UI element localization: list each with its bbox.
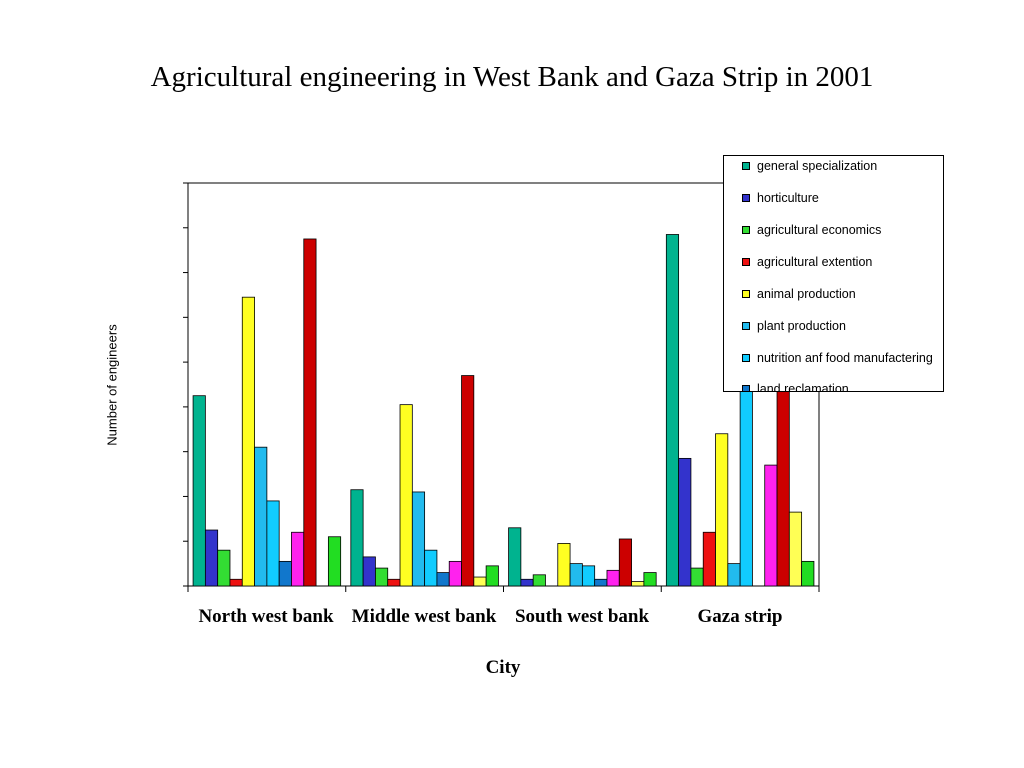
bar [643, 572, 657, 587]
bar [192, 395, 206, 587]
legend-label: land reclamation [757, 382, 849, 392]
bar [278, 560, 292, 587]
legend-label: nutrition anf food manufactering [757, 351, 933, 365]
bar [702, 531, 716, 587]
legend-swatch [742, 226, 750, 234]
bar [557, 543, 571, 587]
legend-swatch [742, 290, 750, 298]
legend-swatch [742, 385, 750, 391]
bar [375, 567, 389, 587]
bar [606, 569, 620, 587]
legend-label: animal production [757, 287, 856, 301]
bar [448, 560, 462, 587]
legend-swatch [742, 162, 750, 170]
bar [788, 511, 803, 587]
chart-title: Agricultural engineering in West Bank an… [150, 61, 874, 93]
bar [327, 536, 342, 587]
bar [581, 565, 596, 587]
bar [204, 529, 219, 587]
bar [715, 433, 729, 587]
x-axis-label: City [485, 657, 521, 678]
bar [690, 567, 704, 587]
bar [727, 563, 741, 587]
legend: general specialization horticulture agri… [723, 155, 944, 392]
bar [350, 489, 364, 587]
legend-swatch [742, 354, 750, 362]
bar [618, 538, 632, 587]
bar [387, 578, 401, 587]
legend-swatch [742, 322, 750, 330]
bar [436, 572, 450, 587]
bar [594, 578, 608, 587]
bar [229, 578, 243, 587]
bar [424, 549, 438, 587]
bar [217, 549, 231, 587]
x-tick-label-north-west-bank: North west bank [198, 606, 334, 627]
x-tick-label-middle-west-bank: Middle west bank [351, 606, 497, 627]
bar [291, 531, 305, 587]
bar [362, 556, 376, 587]
bar [532, 574, 546, 587]
legend-label: horticulture [757, 191, 819, 205]
bar [508, 527, 522, 587]
bar [254, 446, 268, 587]
bar [266, 500, 280, 587]
legend-label: general specialization [757, 159, 878, 173]
legend-label: plant production [757, 319, 846, 333]
bar [473, 576, 487, 587]
bar [665, 234, 680, 587]
bar [241, 296, 255, 587]
bar [631, 581, 645, 587]
bar [303, 238, 317, 587]
legend-swatch [742, 194, 750, 202]
legend-label: agricultural extention [757, 255, 873, 269]
bar [399, 404, 413, 587]
x-tick-label-gaza-strip: Gaza strip [697, 606, 783, 627]
bar [569, 563, 583, 587]
bar [739, 368, 753, 587]
bar [678, 457, 692, 587]
bar [461, 375, 475, 587]
legend-label: agricultural economics [757, 223, 882, 237]
bar [801, 560, 815, 587]
bar [520, 578, 534, 587]
x-tick-label-south-west-bank: South west bank [514, 606, 650, 627]
legend-swatch [742, 258, 750, 266]
bar [764, 464, 778, 587]
bar [411, 491, 426, 587]
bar [485, 565, 499, 587]
